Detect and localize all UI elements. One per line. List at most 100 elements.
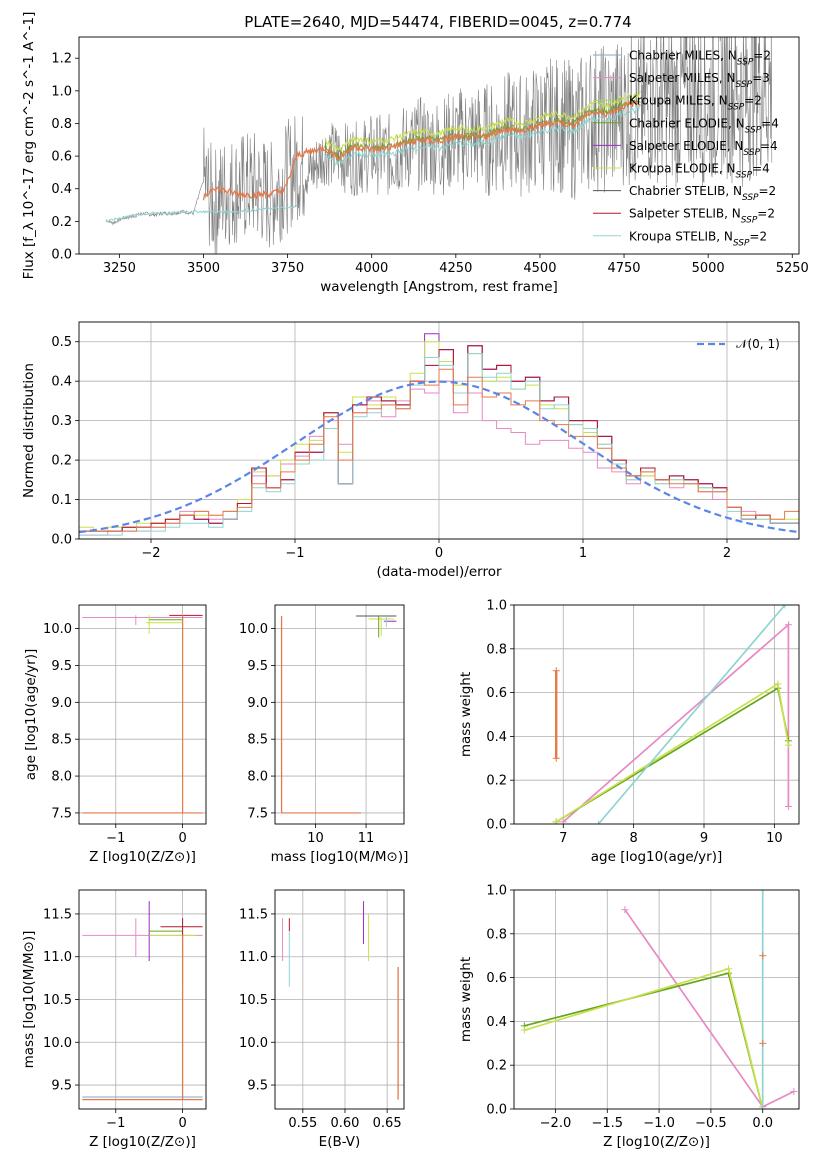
x-tick-label: −1.5 [591,1116,623,1131]
y-tick-label: 10.0 [239,622,268,637]
axes-spectrum: 3250 3500 3750 4000 4250 4500 4750 5000 5250 0.0 0… [21,12,809,295]
x-tick-label: 5250 [776,261,809,276]
y-tick-label: 9.5 [247,1079,268,1094]
y-tick-label: 10.0 [239,1036,268,1051]
x-axis-label: age [log10(age/yr)] [591,849,723,865]
x-axis-label: Z [log10(Z/Z⊙)] [603,1134,710,1150]
y-tick-label: 9.5 [51,1079,72,1094]
x-tick-label: 11 [358,831,375,846]
x-tick-label: −2.0 [540,1116,572,1131]
axes-frame [274,604,405,825]
x-axis-label: E(B-V) [319,1134,361,1150]
y-tick-label: 0.4 [51,182,72,197]
grid-mass_vs_EBV [275,890,404,1109]
axes-massweight_vs_Z: −2.0 −1.5 −1.0 −0.5 0.0 0.0 0.2 0.4 0.6 0.8 1.0 Z [… [458,884,800,1150]
x-tick-label: 0 [178,1116,186,1131]
y-axis-label: mass weight [458,672,474,757]
y-tick-label: 1.0 [51,84,72,99]
y-tick-label: 1.0 [486,884,507,899]
x-axis-label: wavelength [Angstrom, rest frame] [320,279,558,295]
x-tick-label: −2 [141,546,160,561]
x-tick-label: 3500 [187,261,220,276]
y-axis-label: mass weight [458,957,474,1042]
y-tick-label: 8.5 [247,733,268,748]
x-tick-label: 0 [435,546,443,561]
plot-mass_vs_EBV [282,901,399,1100]
y-tick-label: 10.0 [43,622,72,637]
y-tick-label: 10.0 [43,1036,72,1051]
axes-frame [274,889,405,1110]
y-tick-label: 0.4 [51,375,72,390]
x-tick-label: 10 [307,831,324,846]
x-tick-label: 4000 [355,261,388,276]
y-tick-label: 10.5 [43,993,72,1008]
y-tick-label: 0.4 [486,1015,507,1030]
y-axis-label: Normed distribution [21,363,37,498]
y-tick-label: 0.0 [486,1103,507,1118]
x-tick-label: 0.65 [373,1116,402,1131]
y-tick-label: 0.8 [486,927,507,942]
y-tick-label: 11.5 [239,907,268,922]
x-tick-label: 4500 [523,261,556,276]
x-tick-label: 1 [579,546,587,561]
y-tick-label: 1.0 [486,599,507,614]
legend-label: Kroupa STELIB, NSSP=2 [629,229,767,248]
legend-label: Salpeter ELODIE, NSSP=4 [629,139,778,158]
y-tick-label: 8.0 [51,770,72,785]
plot-massweight_vs_age [552,605,792,824]
axes-mass_vs_Z: −1 0 9.5 10.0 10.5 11.0 11.5 Z [log10(Z/Z⊙)] mas… [21,889,207,1150]
x-tick-label: 10 [766,831,783,846]
y-tick-label: 7.5 [247,806,268,821]
y-tick-label: 0.6 [486,971,507,986]
histogram-step [79,368,799,532]
axes-frame [78,889,207,1110]
y-tick-label: 0.0 [51,533,72,548]
axes-age_vs_mass: 10 11 7.5 8.0 8.5 9.0 9.5 10.0 mass [log10(M/M⊙)… [239,604,408,865]
y-tick-label: 0.4 [486,730,507,745]
y-tick-label: 0.2 [51,215,72,230]
axes-age_vs_Z: −1 0 7.5 8.0 8.5 9.0 9.5 10.0 Z [log10(Z/Z⊙)] age… [23,604,207,865]
x-tick-label: 3250 [103,261,136,276]
legend-label: 𝒩(0, 1) [736,337,780,351]
x-tick-label: 8 [629,831,637,846]
y-tick-label: 8.5 [51,733,72,748]
x-axis-label: Z [log10(Z/Z⊙)] [89,849,196,865]
y-tick-label: 0.0 [51,248,72,263]
legend-label: Salpeter MILES, NSSP=3 [629,71,770,90]
legend-label: Kroupa MILES, NSSP=2 [629,94,762,113]
x-tick-label: 0 [178,831,186,846]
x-axis-label: (data-model)/error [376,564,502,580]
y-tick-label: 1.2 [51,52,72,67]
y-tick-label: 0.6 [51,150,72,165]
y-tick-label: 9.0 [247,696,268,711]
axes-massweight_vs_age: 7 8 9 10 0.0 0.2 0.4 0.6 0.8 1.0 age [log10(age/yr… [458,599,800,865]
x-tick-label: 0.60 [331,1116,360,1131]
y-tick-label: 8.0 [247,770,268,785]
x-tick-label: −1 [106,831,125,846]
y-tick-label: 11.5 [43,907,72,922]
y-tick-label: 0.3 [51,414,72,429]
y-tick-label: 0.6 [486,686,507,701]
x-tick-label: −0.5 [695,1116,727,1131]
y-axis-label: age [log10(age/yr)] [23,649,39,781]
x-tick-label: 0.55 [288,1116,317,1131]
x-tick-label: 9 [700,831,708,846]
model-fit-line [202,99,641,201]
x-axis-label: Z [log10(Z/Z⊙)] [89,1134,196,1150]
y-tick-label: 11.0 [239,950,268,965]
y-tick-label: 9.5 [51,659,72,674]
y-tick-label: 7.5 [51,806,72,821]
plot-residual_histogram [79,333,799,536]
y-tick-label: 9.5 [247,659,268,674]
axes-frame [78,36,800,255]
axes-residual_histogram: −2 −1 0 1 2 0.0 0.1 0.2 0.3 0.4 0.5 (data-model)/er… [21,321,800,580]
plot-mass_vs_Z [82,901,203,1101]
y-tick-label: 0.8 [486,642,507,657]
legend: 𝒩(0, 1) [697,337,780,351]
weight-line [597,605,786,824]
x-tick-label: 3750 [271,261,304,276]
x-tick-label: 0.0 [752,1116,773,1131]
plot-spectrum [105,37,773,254]
x-tick-label: 2 [723,546,731,561]
